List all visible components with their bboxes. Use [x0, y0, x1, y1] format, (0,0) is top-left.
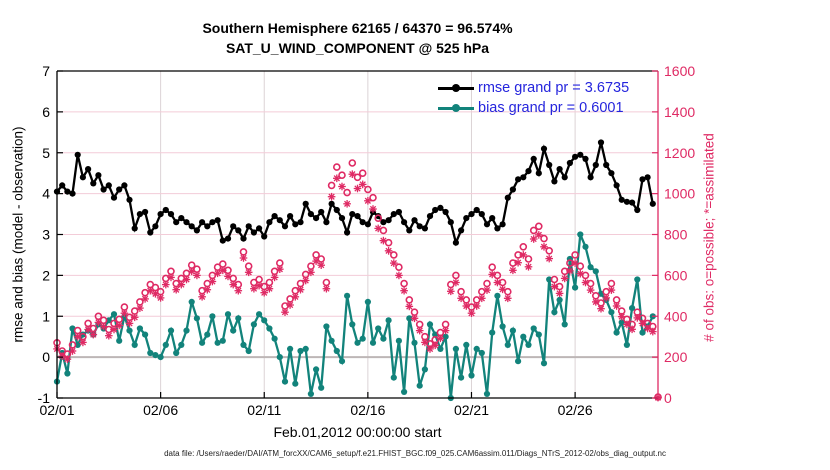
x-tick-label: 02/26	[558, 402, 593, 418]
right-tick-label: 1600	[664, 63, 695, 79]
x-tick-label: 02/11	[247, 402, 281, 418]
x-tick-label: 02/16	[350, 402, 385, 418]
left-tick-label: -1	[38, 390, 51, 406]
left-tick-label: 6	[42, 104, 50, 120]
right-tick-label: 200	[664, 349, 688, 365]
right-tick-label: 600	[664, 267, 688, 283]
rmse-marker-sample	[452, 84, 460, 92]
x-axis-label: Feb.01,2012 00:00:00 start	[273, 424, 442, 440]
rmse-line-sample	[438, 84, 474, 92]
bias-series	[53, 231, 656, 402]
right-tick-label: 0	[664, 390, 672, 406]
chart-subtitle: SAT_U_WIND_COMPONENT @ 525 hPa	[225, 40, 490, 56]
legend-item-rmse: rmse grand pr = 3.6735	[438, 78, 629, 98]
legend-label-rmse: rmse grand pr = 3.6735	[478, 80, 630, 96]
title-block: Southern Hemisphere 62165 / 64370 = 96.5…	[57, 18, 658, 58]
right-tick-label: 1400	[664, 104, 695, 120]
chart-title: Southern Hemisphere 62165 / 64370 = 96.5…	[202, 20, 513, 36]
left-tick-label: 2	[42, 267, 50, 283]
axis-tick-labels: -1 0 1 2 3 4 5 6 7 0 200 400 600 800 1000 1200 1400 1600 0…	[38, 63, 696, 418]
right-tick-label: 1200	[664, 145, 695, 161]
left-tick-label: 5	[42, 145, 50, 161]
bias-marker-sample	[452, 104, 460, 112]
left-tick-label: 3	[42, 227, 50, 243]
axis-ticks	[56, 70, 658, 399]
x-tick-label: 02/06	[143, 402, 178, 418]
bias-line-sample	[438, 104, 474, 112]
left-tick-label: 0	[42, 349, 50, 365]
x-tick-label: 02/21	[454, 402, 489, 418]
rmse-series	[53, 139, 656, 247]
right-tick-label: 400	[664, 308, 688, 324]
legend-label-bias: bias grand pr = 0.6001	[478, 100, 624, 116]
gridlines	[57, 71, 658, 398]
legend: rmse grand pr = 3.6735 bias grand pr = 0…	[438, 78, 629, 118]
legend-item-bias: bias grand pr = 0.6001	[438, 98, 629, 118]
left-tick-label: 4	[42, 186, 50, 202]
axes-spines	[56, 70, 659, 399]
right-tick-label: 800	[664, 227, 688, 243]
right-tick-label: 1000	[664, 186, 695, 202]
x-tick-label: 02/01	[39, 402, 74, 418]
obs-count-markers	[53, 159, 662, 402]
left-tick-label: 1	[42, 308, 50, 324]
data-file-caption: data file: /Users/raeder/DAI/ATM_forcXX/…	[164, 449, 666, 458]
left-tick-label: 7	[42, 63, 50, 79]
